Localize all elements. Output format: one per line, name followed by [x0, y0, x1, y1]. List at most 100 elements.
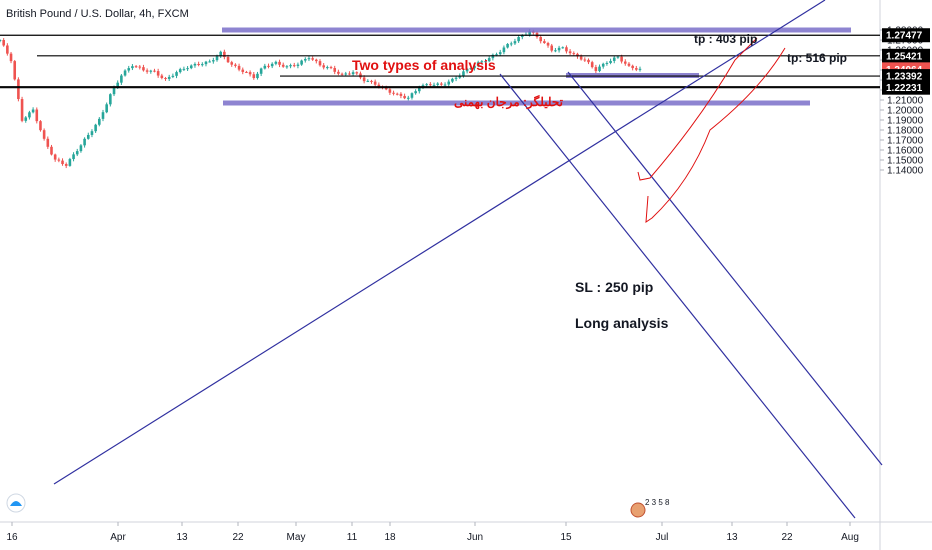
drawing-overlays	[0, 0, 883, 519]
candlestick-series	[0, 29, 642, 169]
candle-body	[528, 31, 531, 35]
channel-line-upper[interactable]	[567, 71, 883, 466]
candle	[64, 162, 68, 169]
candle	[539, 34, 542, 44]
candle-body	[388, 89, 392, 93]
candle-body	[20, 99, 24, 121]
candle-body	[598, 66, 601, 72]
candle	[322, 63, 325, 70]
candle-body	[219, 51, 222, 57]
candle-body	[333, 68, 337, 72]
candle	[623, 59, 627, 66]
candle-body	[116, 82, 120, 88]
candle-body	[362, 77, 366, 82]
candle-body	[17, 79, 20, 100]
candle-body	[109, 94, 112, 105]
candle	[46, 136, 50, 149]
candle-body	[594, 67, 598, 72]
candle-body	[565, 47, 568, 52]
events-badge[interactable]: 2 3 5 8	[630, 498, 670, 518]
candle	[189, 64, 193, 70]
candle-body	[68, 159, 72, 166]
channel-line-lower[interactable]	[499, 73, 856, 519]
candle-body	[285, 66, 289, 68]
candle	[72, 152, 75, 162]
candle-body	[101, 112, 105, 119]
candle	[61, 158, 64, 166]
price-axis[interactable]: 1.280001.270001.260001.250001.240001.230…	[880, 26, 930, 177]
candle-body	[539, 37, 542, 42]
price-tag-label: 1.27477	[886, 31, 923, 42]
candle	[13, 59, 17, 81]
candle-body	[256, 73, 259, 79]
candle-body	[458, 75, 462, 78]
price-tag-level: 1.22231	[882, 80, 930, 95]
candle-body	[351, 72, 355, 75]
candle-body	[337, 71, 340, 74]
candle-body	[31, 109, 35, 113]
y-tick-label: 1.17000	[887, 136, 924, 147]
y-tick-label: 1.16000	[887, 146, 924, 157]
projection-path-tp1[interactable]	[637, 37, 758, 181]
candle	[329, 65, 333, 70]
candle-body	[134, 66, 138, 68]
candle-body	[414, 91, 417, 94]
x-tick-label: 18	[384, 532, 396, 543]
candle	[101, 109, 105, 122]
candle	[406, 95, 410, 101]
candle-body	[212, 60, 215, 62]
candle	[561, 46, 565, 49]
candle-body	[399, 93, 403, 96]
candle	[546, 41, 550, 48]
price-tag-bg	[882, 80, 930, 95]
candle-body	[631, 65, 634, 69]
x-tick-label: Jul	[656, 532, 669, 543]
candle	[281, 62, 285, 68]
plot-area[interactable]	[0, 0, 880, 522]
time-axis[interactable]: 16 Apr 13 22 May 11 18 Jun 15 Jul 13 22 Aug	[6, 522, 859, 543]
price-tag-label: 1.25421	[886, 51, 923, 62]
tradingview-logo[interactable]	[6, 493, 26, 513]
candle-body	[590, 62, 594, 68]
candle	[193, 62, 197, 68]
candle-body	[142, 67, 145, 71]
candle	[476, 60, 480, 68]
candle-body	[131, 66, 134, 69]
candle-body	[440, 83, 443, 85]
candle-body	[326, 67, 329, 69]
candle	[105, 102, 108, 114]
candle-body	[307, 58, 311, 60]
candle	[123, 69, 127, 77]
candle	[98, 117, 101, 127]
annotation-title: Two types of analysis	[352, 57, 496, 73]
candle	[484, 59, 487, 64]
candle	[635, 65, 638, 72]
candle	[241, 67, 245, 75]
candle	[296, 62, 300, 69]
cloud-icon	[10, 501, 22, 506]
candle	[554, 47, 557, 53]
candle	[292, 62, 296, 68]
candle	[42, 128, 46, 141]
x-tick-label: 16	[6, 532, 18, 543]
candle	[149, 69, 153, 74]
candle-body	[149, 70, 153, 72]
candle-body	[465, 68, 469, 72]
candle-body	[175, 72, 178, 76]
candle-body	[436, 83, 440, 85]
candle-body	[292, 65, 296, 67]
projection-path-tp2[interactable]	[645, 47, 786, 223]
candle-body	[557, 47, 561, 51]
annotation-analysis: Long analysis	[575, 315, 669, 331]
candle-body	[182, 68, 186, 70]
candle	[219, 50, 222, 59]
candle	[432, 82, 436, 87]
rising-trendline[interactable]	[53, 0, 826, 485]
candle	[248, 70, 252, 77]
candle	[83, 137, 86, 148]
candle-body	[623, 61, 627, 64]
candle-body	[171, 75, 175, 77]
candle	[39, 120, 42, 132]
candle	[480, 60, 484, 65]
